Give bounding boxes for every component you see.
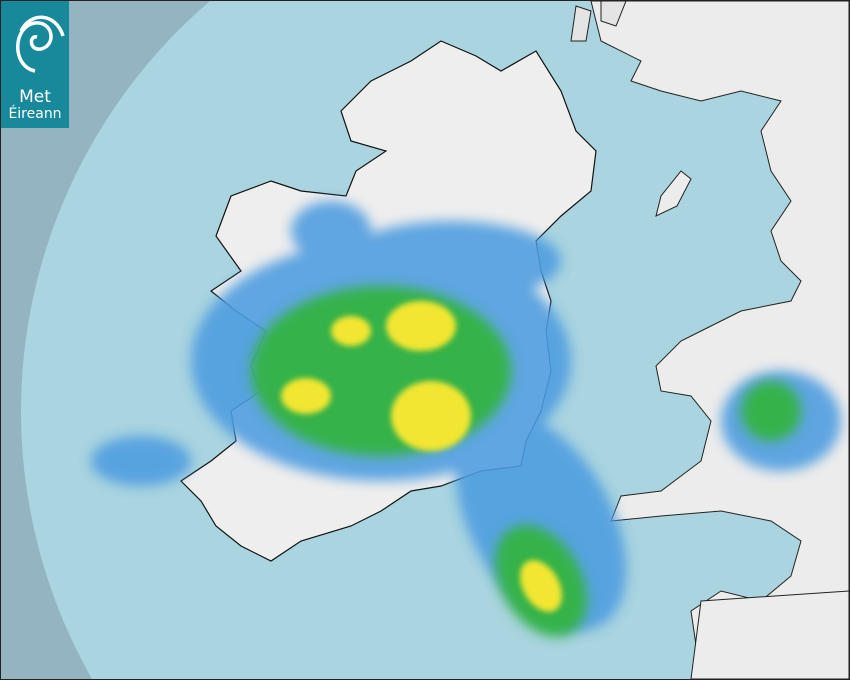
land-isle-of-man	[655, 170, 692, 217]
rain-heavy	[281, 301, 562, 612]
land-great-britain	[590, 1, 849, 679]
met-eireann-logo: Met Éireann	[1, 1, 69, 128]
logo-text-eireann: Éireann	[8, 106, 62, 122]
logo-text-met: Met	[19, 87, 51, 107]
met-eireann-swirl-icon	[16, 15, 65, 73]
land-scotland-islands	[570, 1, 627, 42]
